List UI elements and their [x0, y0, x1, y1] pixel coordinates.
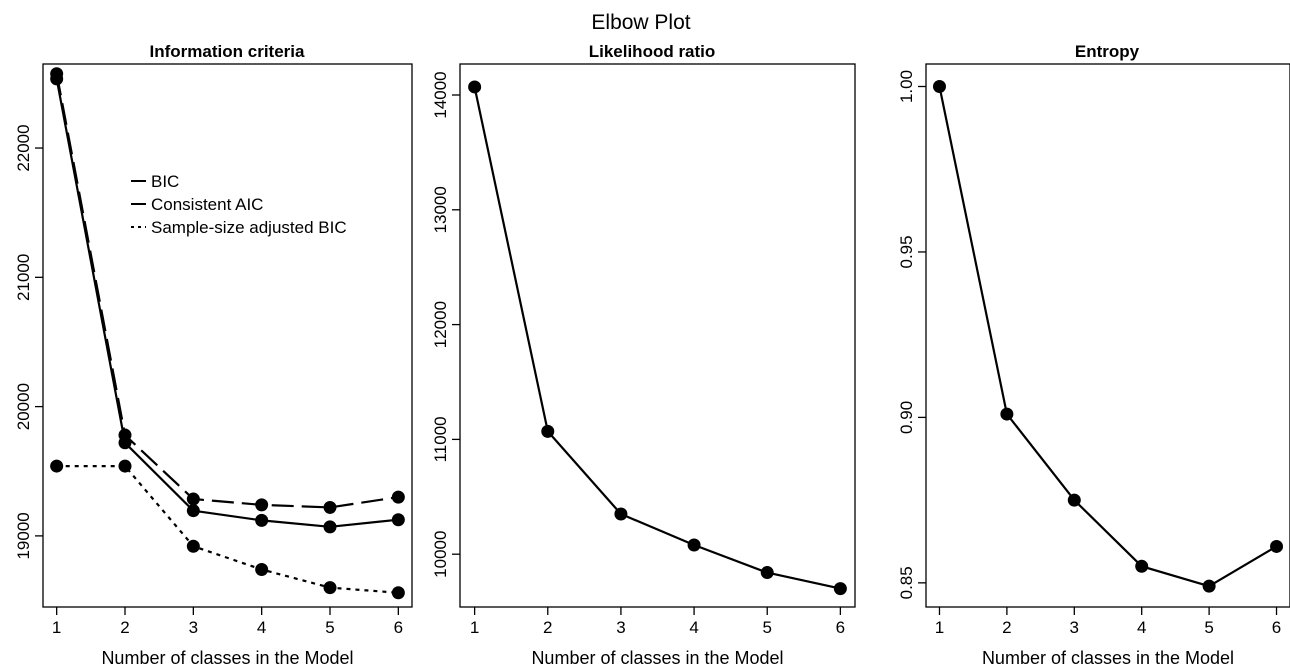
- y-tick-label: 11000: [431, 416, 450, 462]
- x-axis-label: Number of classes in the Model: [101, 648, 353, 667]
- figure-title: Elbow Plot: [591, 11, 690, 34]
- legend-label: Sample-size adjusted BIC: [151, 218, 347, 237]
- x-tick-label: 3: [1070, 618, 1079, 637]
- data-point: [833, 582, 847, 596]
- data-point: [1202, 579, 1216, 593]
- x-tick-label: 5: [1204, 618, 1213, 637]
- data-point: [468, 80, 482, 94]
- chart-panels: Information criteria 1 2 3 4 5 6 Number of clas…: [14, 42, 1290, 667]
- data-point: [932, 80, 946, 94]
- data-point: [391, 586, 405, 600]
- data-point: [391, 490, 405, 504]
- chart-panel-2: Likelihood ratio 1 2 3 4 5 6 Number of classes …: [431, 42, 856, 667]
- x-tick-label: 2: [1002, 618, 1011, 637]
- y-tick-label: 22000: [14, 124, 33, 171]
- data-point: [255, 513, 269, 527]
- x-axis-label: Number of classes in the Model: [982, 648, 1234, 667]
- x-tick-label: 6: [836, 618, 845, 637]
- y-tick-label: 0.90: [897, 401, 916, 434]
- series-line-consistent-aic: [55, 78, 399, 528]
- y-tick-label: 1.00: [897, 70, 916, 103]
- y-tick-label: 13000: [431, 186, 450, 233]
- data-point: [50, 72, 64, 86]
- data-point: [118, 459, 132, 473]
- panel-title: Entropy: [1075, 42, 1140, 61]
- panel-title: Likelihood ratio: [589, 42, 716, 61]
- x-tick-label: 6: [394, 618, 403, 637]
- x-tick-label: 6: [1272, 618, 1281, 637]
- x-tick-label: 3: [189, 618, 198, 637]
- data-point: [50, 459, 64, 473]
- y-tick-label: 10000: [431, 531, 450, 578]
- x-tick-label: 4: [257, 618, 266, 637]
- x-tick-label: 2: [543, 618, 552, 637]
- y-tick-label: 19000: [14, 512, 33, 559]
- y-tick-label: 12000: [431, 301, 450, 348]
- data-point: [1135, 559, 1149, 573]
- data-point: [323, 520, 337, 534]
- y-tick-label: 14000: [431, 71, 450, 118]
- x-tick-label: 5: [762, 618, 771, 637]
- legend-label: BIC: [151, 172, 179, 191]
- x-tick-label: 3: [616, 618, 625, 637]
- plot-frame: [459, 63, 856, 608]
- data-point: [118, 436, 132, 450]
- legend: BIC Consistent AIC Sample-size adjusted BI…: [131, 172, 347, 237]
- x-tick-label: 1: [935, 618, 944, 637]
- x-tick-label: 4: [689, 618, 698, 637]
- y-tick-label: 21000: [14, 254, 33, 301]
- series-line-sample-size-adjusted-bic: [56, 465, 399, 594]
- x-tick-label: 4: [1137, 618, 1146, 637]
- plot-frame: [925, 63, 1290, 608]
- series-line-bic: [55, 73, 399, 509]
- data-point: [255, 563, 269, 577]
- y-tick-label: 0.95: [897, 235, 916, 268]
- chart-panel-3: Entropy 1 2 3 4 5 6 Number of classes in the Mo…: [897, 42, 1290, 667]
- data-point: [687, 538, 701, 552]
- y-tick-label: 20000: [14, 383, 33, 430]
- data-point: [186, 504, 200, 518]
- series-line-series-1: [938, 86, 1278, 588]
- data-point: [541, 424, 555, 438]
- data-point: [1270, 539, 1284, 553]
- x-tick-label: 2: [120, 618, 129, 637]
- legend-label: Consistent AIC: [151, 195, 263, 214]
- y-tick-label: 0.85: [897, 566, 916, 599]
- data-point: [323, 581, 337, 595]
- plot-frame: [42, 63, 413, 608]
- series-line-series-1: [473, 86, 841, 590]
- data-point: [614, 507, 628, 521]
- data-point: [1067, 493, 1081, 507]
- x-tick-label: 1: [52, 618, 61, 637]
- x-tick-label: 1: [470, 618, 479, 637]
- chart-panel-1: Information criteria 1 2 3 4 5 6 Number of clas…: [14, 42, 413, 667]
- x-axis-label: Number of classes in the Model: [531, 648, 783, 667]
- data-point: [255, 498, 269, 512]
- data-point: [1000, 407, 1014, 421]
- x-tick-label: 5: [325, 618, 334, 637]
- data-point: [391, 513, 405, 527]
- data-point: [760, 566, 774, 580]
- data-point: [323, 500, 337, 514]
- panel-title: Information criteria: [150, 42, 305, 61]
- data-point: [186, 492, 200, 506]
- data-point: [186, 539, 200, 553]
